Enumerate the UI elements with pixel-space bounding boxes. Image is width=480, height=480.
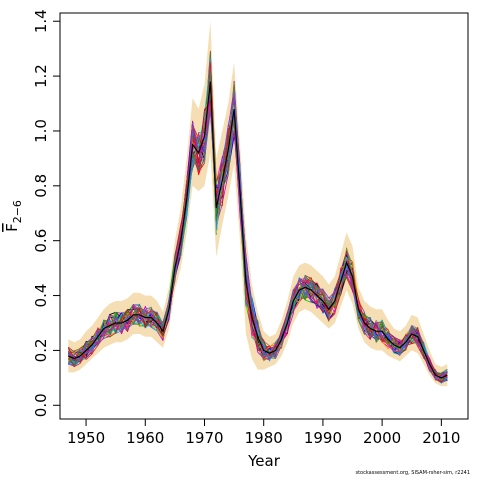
confidence-band — [68, 21, 448, 387]
x-axis-title: Year — [247, 452, 281, 470]
y-tick-label: 1.4 — [32, 9, 50, 33]
y-tick-label: 1.0 — [32, 119, 50, 143]
y-tick-label: 0.2 — [32, 338, 50, 362]
x-tick-label: 1960 — [126, 429, 164, 447]
simulation-run-line — [68, 60, 448, 381]
x-tick-label: 1990 — [304, 429, 342, 447]
simulation-run-line — [67, 62, 448, 376]
y-tick-label: 0.4 — [32, 284, 50, 308]
y-tick-label: 0.8 — [32, 174, 50, 198]
y-tick-label: 0.0 — [32, 393, 50, 417]
y-tick-label: 0.6 — [32, 229, 50, 253]
y-axis-title-main: F — [3, 223, 21, 232]
x-tick-label: 1950 — [67, 429, 105, 447]
y-tick-label: 1.2 — [32, 64, 50, 88]
x-tick-label: 2000 — [363, 429, 401, 447]
estimate-line — [68, 81, 448, 379]
y-axis: 0.0 0.2 0.4 0.6 0.8 1.0 1.2 1.4 — [32, 9, 61, 417]
simulation-run-line — [67, 70, 448, 375]
x-axis: 1950 1960 1970 1980 1990 2000 2010 — [67, 418, 460, 447]
x-tick-label: 1970 — [185, 429, 223, 447]
y-axis-title-subscript: 2−6 — [11, 200, 24, 223]
svg-text:F2−6: F2−6 — [3, 200, 24, 232]
plot-area — [67, 21, 448, 387]
y-axis-title: F2−6 — [3, 200, 24, 232]
footnote: stockassessment.org, SISAM-rsher-sim, r2… — [355, 470, 470, 476]
x-tick-label: 2010 — [422, 429, 460, 447]
x-tick-label: 1980 — [245, 429, 283, 447]
